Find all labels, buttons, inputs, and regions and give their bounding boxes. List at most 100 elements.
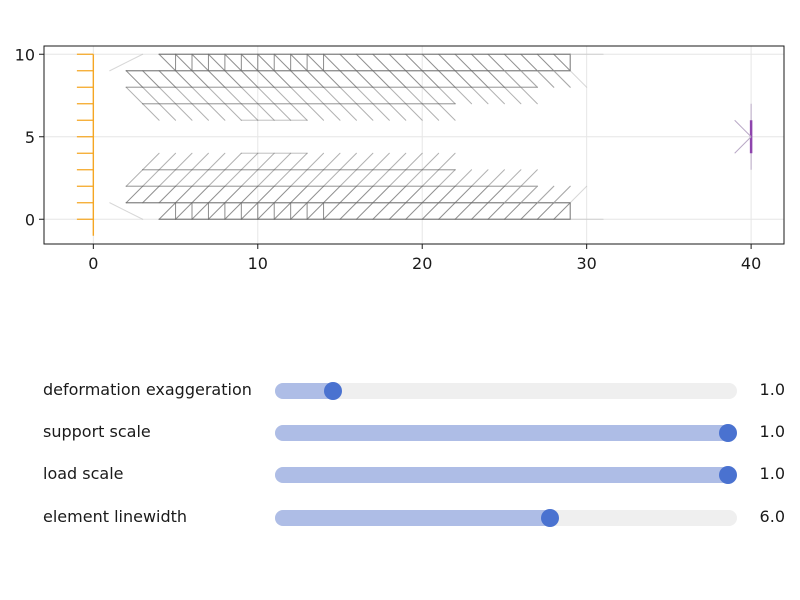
truss-member: [421, 185, 440, 204]
truss-member: [224, 86, 242, 105]
truss-member: [224, 169, 242, 187]
deformation-exaggeration-slider[interactable]: [275, 382, 737, 400]
truss-member: [306, 185, 325, 204]
truss-member: [421, 169, 440, 187]
element-linewidth-slider[interactable]: [275, 509, 737, 527]
truss-member: [388, 103, 407, 121]
truss-member: [207, 185, 226, 204]
slider-label: deformation exaggeration: [43, 380, 252, 399]
truss-member: [175, 53, 193, 72]
truss-member: [339, 152, 357, 171]
truss-member: [421, 202, 440, 220]
truss-member: [503, 53, 522, 72]
truss-member: [339, 169, 357, 187]
truss-member: [520, 53, 538, 72]
truss-member: [372, 53, 390, 72]
truss-member: [438, 152, 456, 171]
truss-member: [158, 169, 177, 187]
truss-member: [471, 53, 489, 72]
truss-member: [306, 103, 325, 121]
truss-member: [438, 103, 456, 121]
truss-member: [388, 53, 407, 72]
slider-label: element linewidth: [43, 507, 188, 526]
truss-member: [405, 202, 423, 220]
truss-member: [569, 70, 588, 88]
truss-member: [207, 86, 226, 105]
slider-knob[interactable]: [541, 509, 560, 527]
truss-member: [438, 185, 456, 204]
slider-knob[interactable]: [719, 466, 737, 484]
slider-knob[interactable]: [719, 424, 737, 442]
truss-member: [503, 86, 522, 105]
truss-member: [158, 152, 177, 171]
x-tick-label: 10: [248, 254, 268, 273]
slider-row-element-linewidth: element linewidth 6.0: [0, 503, 800, 533]
slider-value: 6.0: [759, 507, 785, 526]
truss-member: [175, 103, 193, 121]
truss-member: [339, 202, 357, 220]
truss-member: [471, 86, 489, 105]
truss-member: [553, 185, 571, 204]
truss-member: [142, 103, 160, 121]
truss-member: [257, 86, 275, 105]
truss-member: [388, 152, 407, 171]
truss-member: [487, 169, 505, 187]
truss-member: [175, 169, 193, 187]
truss-member: [323, 70, 341, 88]
truss-member: [536, 53, 555, 72]
truss-member: [471, 70, 489, 88]
truss-member: [355, 53, 374, 72]
truss-member: [125, 86, 144, 105]
truss-member: [553, 202, 571, 220]
x-tick-label: 0: [88, 254, 98, 273]
truss-member: [569, 185, 588, 204]
truss-member: [290, 103, 308, 121]
truss-member: [339, 103, 357, 121]
truss-member: [273, 202, 292, 220]
load-scale-slider[interactable]: [275, 466, 737, 484]
truss-member: [191, 169, 209, 187]
truss-member: [536, 202, 555, 220]
truss-member: [240, 86, 259, 105]
truss-member: [257, 185, 275, 204]
truss-member: [224, 185, 242, 204]
truss-member: [388, 70, 407, 88]
truss-member: [421, 53, 440, 72]
truss-member: [536, 70, 555, 88]
support-scale-slider[interactable]: [275, 424, 737, 442]
slider-row-load-scale: load scale 1.0: [0, 460, 800, 490]
truss-member: [405, 152, 423, 171]
truss-member: [323, 202, 341, 220]
truss-member: [191, 70, 209, 88]
truss-member: [421, 86, 440, 105]
truss-member: [175, 86, 193, 105]
truss-member: [487, 70, 505, 88]
truss-member: [142, 70, 160, 88]
truss-member: [224, 53, 242, 72]
truss-member: [438, 169, 456, 187]
truss-member: [503, 185, 522, 204]
truss-member: [125, 169, 144, 187]
truss-member: [372, 169, 390, 187]
slider-knob[interactable]: [323, 382, 342, 400]
truss-member: [207, 103, 226, 121]
truss-member: [421, 103, 440, 121]
truss-member: [240, 202, 259, 220]
grid-lines: [44, 46, 784, 244]
truss-member: [207, 169, 226, 187]
truss-member: [339, 86, 357, 105]
truss-member: [487, 86, 505, 105]
truss-member: [520, 169, 538, 187]
truss-member: [487, 53, 505, 72]
truss-member: [454, 86, 473, 105]
slider-row-deformation-exaggeration: deformation exaggeration 1.0: [0, 376, 800, 406]
truss-member: [438, 86, 456, 105]
truss-member: [503, 169, 522, 187]
truss-member: [323, 103, 341, 121]
truss-member: [388, 169, 407, 187]
truss-member: [175, 202, 193, 220]
truss-member: [240, 185, 259, 204]
truss-member: [224, 202, 242, 220]
truss-member: [290, 202, 308, 220]
truss-member: [306, 70, 325, 88]
